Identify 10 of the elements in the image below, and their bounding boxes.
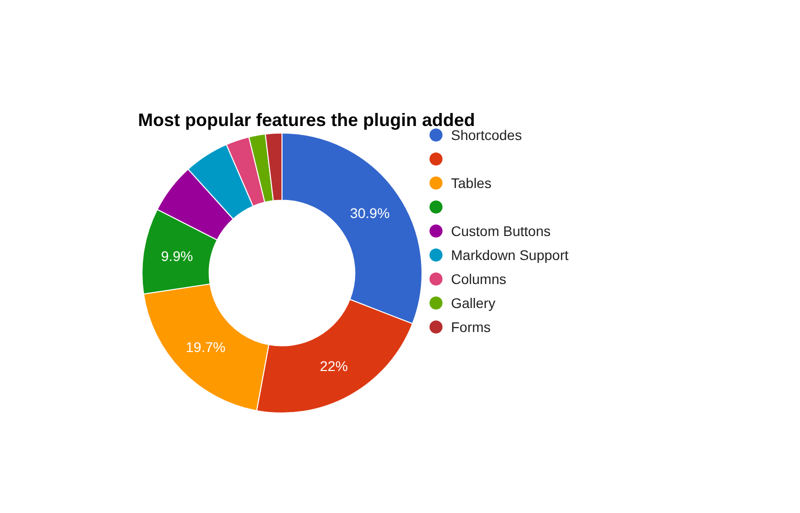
legend-label: Tables bbox=[451, 174, 492, 191]
legend-label: Forms bbox=[451, 318, 491, 335]
legend-label: Columns bbox=[451, 270, 506, 287]
data-label: 9.9% bbox=[161, 248, 193, 264]
legend-label: Markdown Support bbox=[451, 246, 569, 263]
legend-label: Custom Buttons bbox=[451, 222, 551, 239]
data-label: 19.7% bbox=[186, 338, 226, 355]
legend-label: Gallery bbox=[451, 294, 496, 311]
data-label: 30.9% bbox=[350, 204, 390, 221]
data-label: 22% bbox=[320, 358, 348, 374]
